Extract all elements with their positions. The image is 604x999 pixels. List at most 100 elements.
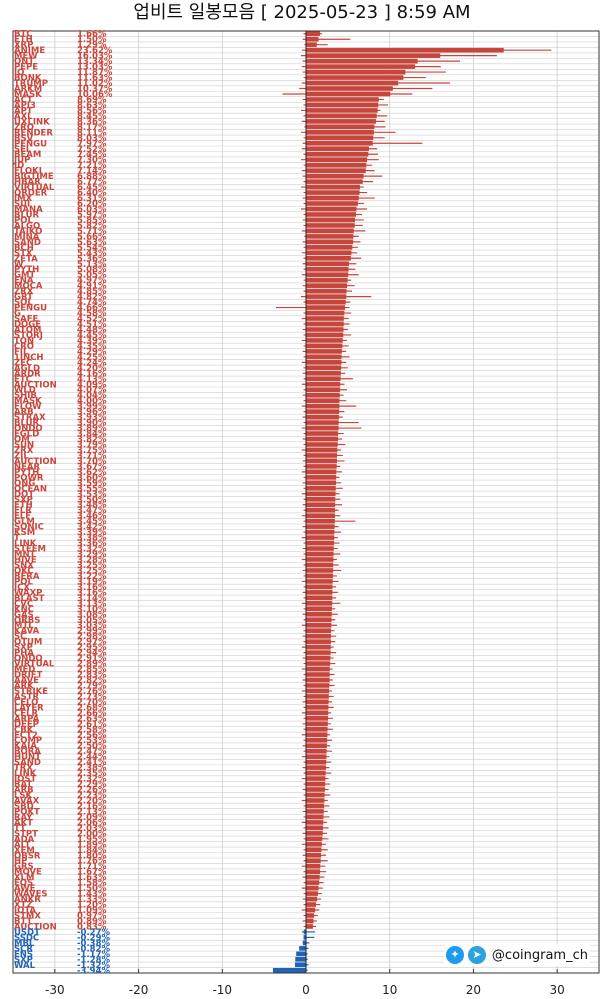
category-label: ZEC bbox=[14, 358, 32, 368]
category-label: BEAM bbox=[14, 150, 41, 160]
bar bbox=[306, 321, 344, 327]
bar bbox=[306, 91, 391, 97]
category-label: WAVES bbox=[14, 890, 48, 900]
value-label: 2.85% bbox=[77, 665, 107, 675]
telegram-icon: ➤ bbox=[467, 946, 486, 964]
bar bbox=[306, 809, 324, 814]
bar bbox=[306, 442, 338, 447]
value-label: 7.52% bbox=[77, 145, 107, 155]
category-label: WAXP bbox=[14, 588, 42, 598]
bar bbox=[306, 58, 418, 64]
bar bbox=[306, 836, 323, 842]
value-label: 2.41% bbox=[77, 758, 107, 768]
bar bbox=[306, 124, 375, 130]
value-label: 2.23% bbox=[77, 791, 107, 801]
category-label: API3 bbox=[14, 101, 36, 111]
category-label: ONDO bbox=[14, 654, 43, 664]
value-label: 10.06% bbox=[77, 90, 113, 100]
value-label: 8.45% bbox=[77, 112, 107, 122]
value-label: 8.63% bbox=[77, 101, 107, 111]
bar bbox=[306, 737, 328, 743]
x-tick-label: -10 bbox=[212, 983, 232, 997]
value-label: 3.99% bbox=[77, 402, 107, 412]
category-label: MNT bbox=[14, 550, 36, 560]
category-label: SC bbox=[14, 632, 26, 642]
bar bbox=[306, 436, 338, 442]
value-label: 2.09% bbox=[77, 813, 107, 823]
bar bbox=[306, 841, 322, 847]
value-label: 1.29% bbox=[77, 41, 107, 51]
value-label: 2.95% bbox=[77, 643, 107, 653]
bar bbox=[306, 726, 328, 732]
value-label: 7.21% bbox=[77, 161, 107, 171]
category-label: STRAX bbox=[14, 413, 46, 423]
category-label: XRP bbox=[14, 41, 33, 51]
value-label: 2.82% bbox=[77, 676, 107, 686]
value-label: 2.73% bbox=[77, 692, 107, 702]
category-label: QTUM bbox=[14, 638, 42, 648]
bar bbox=[306, 261, 349, 267]
bar bbox=[306, 590, 333, 595]
bar bbox=[306, 464, 337, 469]
value-label: 1.67% bbox=[77, 868, 107, 878]
category-label: SSDC bbox=[14, 933, 39, 943]
category-label: ZETA bbox=[14, 254, 38, 264]
bar bbox=[306, 201, 358, 206]
value-label: 4.35% bbox=[77, 342, 107, 352]
bar bbox=[306, 392, 340, 398]
value-label: 2.20% bbox=[77, 796, 107, 806]
category-label: UXLINK bbox=[14, 117, 50, 127]
bar bbox=[306, 480, 337, 486]
bar bbox=[306, 370, 341, 376]
category-label: HUNT bbox=[14, 753, 41, 763]
category-label: OBSR bbox=[14, 851, 41, 861]
bar bbox=[306, 173, 364, 179]
value-label: 1.80% bbox=[77, 851, 107, 861]
category-label: CVC bbox=[14, 599, 33, 609]
category-label: DOT bbox=[14, 490, 34, 500]
category-label: SUI bbox=[14, 200, 30, 210]
bar bbox=[306, 140, 373, 146]
value-label: -1.17% bbox=[77, 950, 110, 960]
x-tick-label: -30 bbox=[45, 983, 65, 997]
value-label: -0.82% bbox=[77, 944, 110, 954]
category-label: AUCTION bbox=[14, 380, 57, 390]
category-label: SBD bbox=[14, 802, 34, 812]
value-label: 6.40% bbox=[77, 189, 107, 199]
category-label: MASK bbox=[14, 397, 42, 407]
value-label: 3.03% bbox=[77, 621, 107, 631]
bar bbox=[306, 584, 333, 590]
bar bbox=[306, 491, 336, 497]
value-label: 0.83% bbox=[77, 922, 107, 932]
value-label: 2.56% bbox=[77, 731, 107, 741]
bar bbox=[306, 206, 357, 212]
bar bbox=[306, 814, 324, 820]
value-label: 2.89% bbox=[77, 660, 107, 670]
bar bbox=[306, 716, 329, 721]
bar bbox=[303, 929, 306, 935]
bar bbox=[306, 622, 332, 628]
bar bbox=[306, 305, 346, 310]
bar bbox=[306, 294, 347, 299]
category-label: IQ bbox=[14, 68, 24, 78]
value-label: 4.45% bbox=[77, 331, 107, 341]
category-label: ICX bbox=[14, 583, 30, 593]
category-label: STEEM bbox=[14, 545, 46, 555]
category-label: CBK bbox=[14, 725, 34, 735]
value-label: 3.29% bbox=[77, 550, 107, 560]
bar bbox=[306, 376, 341, 382]
bar bbox=[306, 672, 330, 677]
category-label: TT bbox=[14, 824, 26, 834]
category-label: USDT bbox=[14, 928, 40, 938]
value-label: 3.50% bbox=[77, 495, 107, 505]
category-label: PYTH bbox=[14, 468, 39, 478]
bar bbox=[306, 80, 399, 86]
value-label: 5.43% bbox=[77, 249, 107, 259]
bar bbox=[306, 223, 355, 228]
value-label: 5.82% bbox=[77, 221, 107, 231]
category-label: APT bbox=[14, 106, 33, 116]
bar bbox=[306, 151, 369, 157]
category-label: QKC bbox=[14, 566, 34, 576]
bar bbox=[306, 683, 330, 688]
value-label: 0.97% bbox=[77, 911, 107, 921]
